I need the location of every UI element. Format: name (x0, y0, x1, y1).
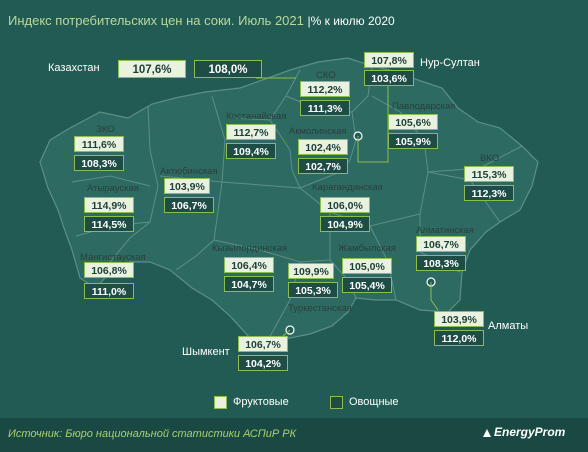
label-karaganda: Карагандинская (312, 182, 383, 193)
legend-fruit-swatch (214, 396, 227, 409)
aktobe-veg-value: 106,7% (164, 197, 214, 213)
label-turkestan: Туркестанская (288, 303, 352, 314)
chart-title: Индекс потребительских цен на соки. Июль… (8, 13, 395, 28)
energyprom-logo-icon (483, 429, 491, 437)
kazakhstan-fruit-value: 107,6% (118, 60, 186, 78)
label-nur-sultan: Нур-Султан (420, 57, 480, 69)
label-almaty-city: Алматы (488, 320, 529, 332)
nur-sultan-fruit-value: 107,8% (364, 52, 414, 68)
turkestan-veg-value: 105,3% (288, 282, 338, 298)
label-atyrau: Атырауская (87, 183, 139, 194)
zko-veg-value: 108,3% (74, 155, 124, 171)
label-kostanay: Костанайская (226, 111, 287, 122)
label-aktobe: Актюбинская (160, 166, 218, 177)
almaty-region-fruit-value: 106,7% (416, 236, 466, 252)
kostanay-fruit-value: 112,7% (226, 124, 276, 140)
aktobe-fruit-value: 103,9% (164, 178, 210, 194)
pavlodar-fruit-value: 105,6% (388, 114, 438, 130)
label-vko: ВКО (480, 153, 500, 164)
kyzylorda-veg-value: 104,7% (224, 276, 274, 292)
label-zko: ЗКО (96, 124, 115, 135)
legend-fruit-label: Фруктовые (233, 396, 289, 408)
atyrau-veg-value: 114,5% (84, 216, 134, 232)
brand-name: EnergyProm (494, 425, 566, 439)
zhambyl-fruit-value: 105,0% (342, 258, 392, 274)
source-note: Источник: Бюро национальной статистики А… (8, 428, 297, 440)
sko-fruit-value: 112,2% (300, 81, 350, 97)
akmola-veg-value: 102,7% (298, 158, 348, 174)
vko-veg-value: 112,3% (464, 185, 514, 201)
label-zhambyl: Жамбылская (338, 243, 396, 254)
mangistau-fruit-value: 106,8% (84, 262, 134, 278)
vko-fruit-value: 115,3% (464, 166, 514, 182)
almaty-region-veg-value: 108,3% (416, 255, 466, 271)
zko-fruit-value: 111,6% (74, 136, 124, 152)
pavlodar-veg-value: 105,9% (388, 133, 438, 149)
subtitle-text: |% к июлю 2020 (307, 14, 395, 28)
atyrau-fruit-value: 114,9% (84, 197, 134, 213)
akmola-fruit-value: 102,4% (298, 139, 348, 155)
label-almaty-region: Алматинская (416, 225, 474, 236)
almaty-city-fruit-value: 103,9% (434, 311, 484, 327)
kazakhstan-veg-value: 108,0% (194, 60, 262, 78)
almaty-city-veg-value: 112,0% (434, 330, 484, 346)
label-kyzylorda: Кызылординская (212, 243, 288, 254)
shymkent-fruit-value: 106,7% (238, 336, 288, 352)
label-kazakhstan: Казахстан (48, 62, 100, 74)
nur-sultan-veg-value: 103,6% (364, 70, 414, 86)
mangistau-veg-value: 111,0% (84, 283, 134, 299)
label-pavlodar: Павлодарская (392, 101, 456, 112)
karaganda-veg-value: 104,9% (320, 216, 370, 232)
turkestan-fruit-value: 109,9% (288, 263, 334, 279)
kostanay-veg-value: 109,4% (226, 143, 276, 159)
label-shymkent: Шымкент (182, 346, 230, 358)
label-akmola: Акмолинская (289, 126, 347, 137)
zhambyl-veg-value: 105,4% (342, 277, 392, 293)
sko-veg-value: 111,3% (300, 100, 350, 116)
title-text: Индекс потребительских цен на соки. Июль… (8, 13, 304, 28)
shymkent-veg-value: 104,2% (238, 355, 288, 371)
karaganda-fruit-value: 106,0% (320, 197, 370, 213)
kyzylorda-fruit-value: 106,4% (224, 257, 274, 273)
legend-veg-label: Овощные (349, 396, 399, 408)
label-mangistau: Мангистауская (80, 252, 146, 263)
legend-veg-swatch (330, 396, 343, 409)
label-sko: СКО (316, 70, 336, 81)
